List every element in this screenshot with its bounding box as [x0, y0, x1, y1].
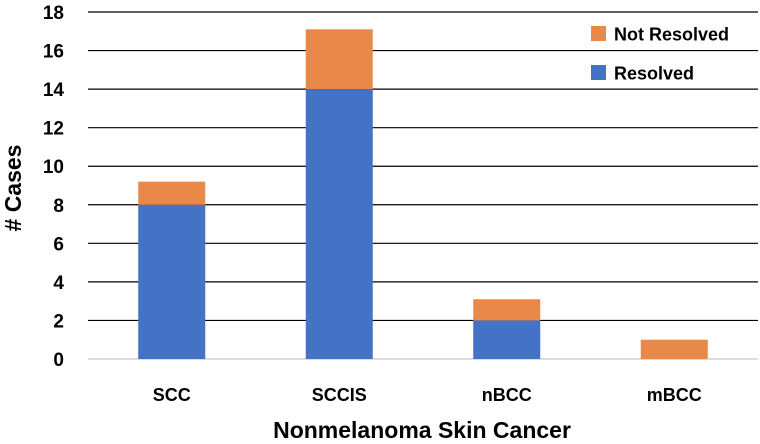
- y-tick-label: 12: [43, 119, 64, 140]
- bar-nbcc-not-resolved: [473, 299, 541, 321]
- legend-label-resolved: Resolved: [614, 64, 694, 84]
- legend-swatch-resolved: [591, 65, 606, 80]
- x-tick-label-nbcc: nBCC: [482, 385, 532, 405]
- bar-sccis-not-resolved: [305, 29, 373, 90]
- legend-label-not-resolved: Not Resolved: [614, 25, 729, 45]
- bar-scc-not-resolved: [138, 181, 206, 205]
- y-tick-label: 14: [43, 80, 65, 101]
- y-tick-label: 2: [53, 311, 64, 332]
- bar-mbcc-not-resolved: [640, 339, 708, 359]
- x-tick-label-mbcc: mBCC: [647, 385, 702, 405]
- bar-scc-resolved: [138, 204, 206, 359]
- y-tick-label: 4: [53, 273, 64, 294]
- x-tick-label-sccis: SCCIS: [312, 385, 367, 405]
- bars: [138, 29, 708, 359]
- x-tick-label-scc: SCC: [153, 385, 191, 405]
- y-tick-label: 16: [43, 42, 64, 63]
- y-tick-label: 8: [53, 196, 64, 217]
- legend-swatch-not-resolved: [591, 26, 606, 41]
- bar-nbcc-resolved: [473, 320, 541, 359]
- legend: Not Resolved Resolved: [591, 25, 729, 84]
- y-axis-ticks: 0 2 4 6 8 10 12 14 16 18: [43, 3, 65, 371]
- y-tick-label: 6: [53, 234, 64, 255]
- y-tick-label: 10: [43, 157, 64, 178]
- bar-sccis-resolved: [305, 89, 373, 359]
- y-tick-label: 0: [53, 350, 64, 371]
- x-axis-title: Nonmelanoma Skin Cancer: [273, 417, 571, 443]
- x-axis-ticks: SCC SCCIS nBCC mBCC: [153, 385, 702, 405]
- y-tick-label: 18: [43, 3, 64, 24]
- y-axis-title: # Cases: [0, 145, 26, 232]
